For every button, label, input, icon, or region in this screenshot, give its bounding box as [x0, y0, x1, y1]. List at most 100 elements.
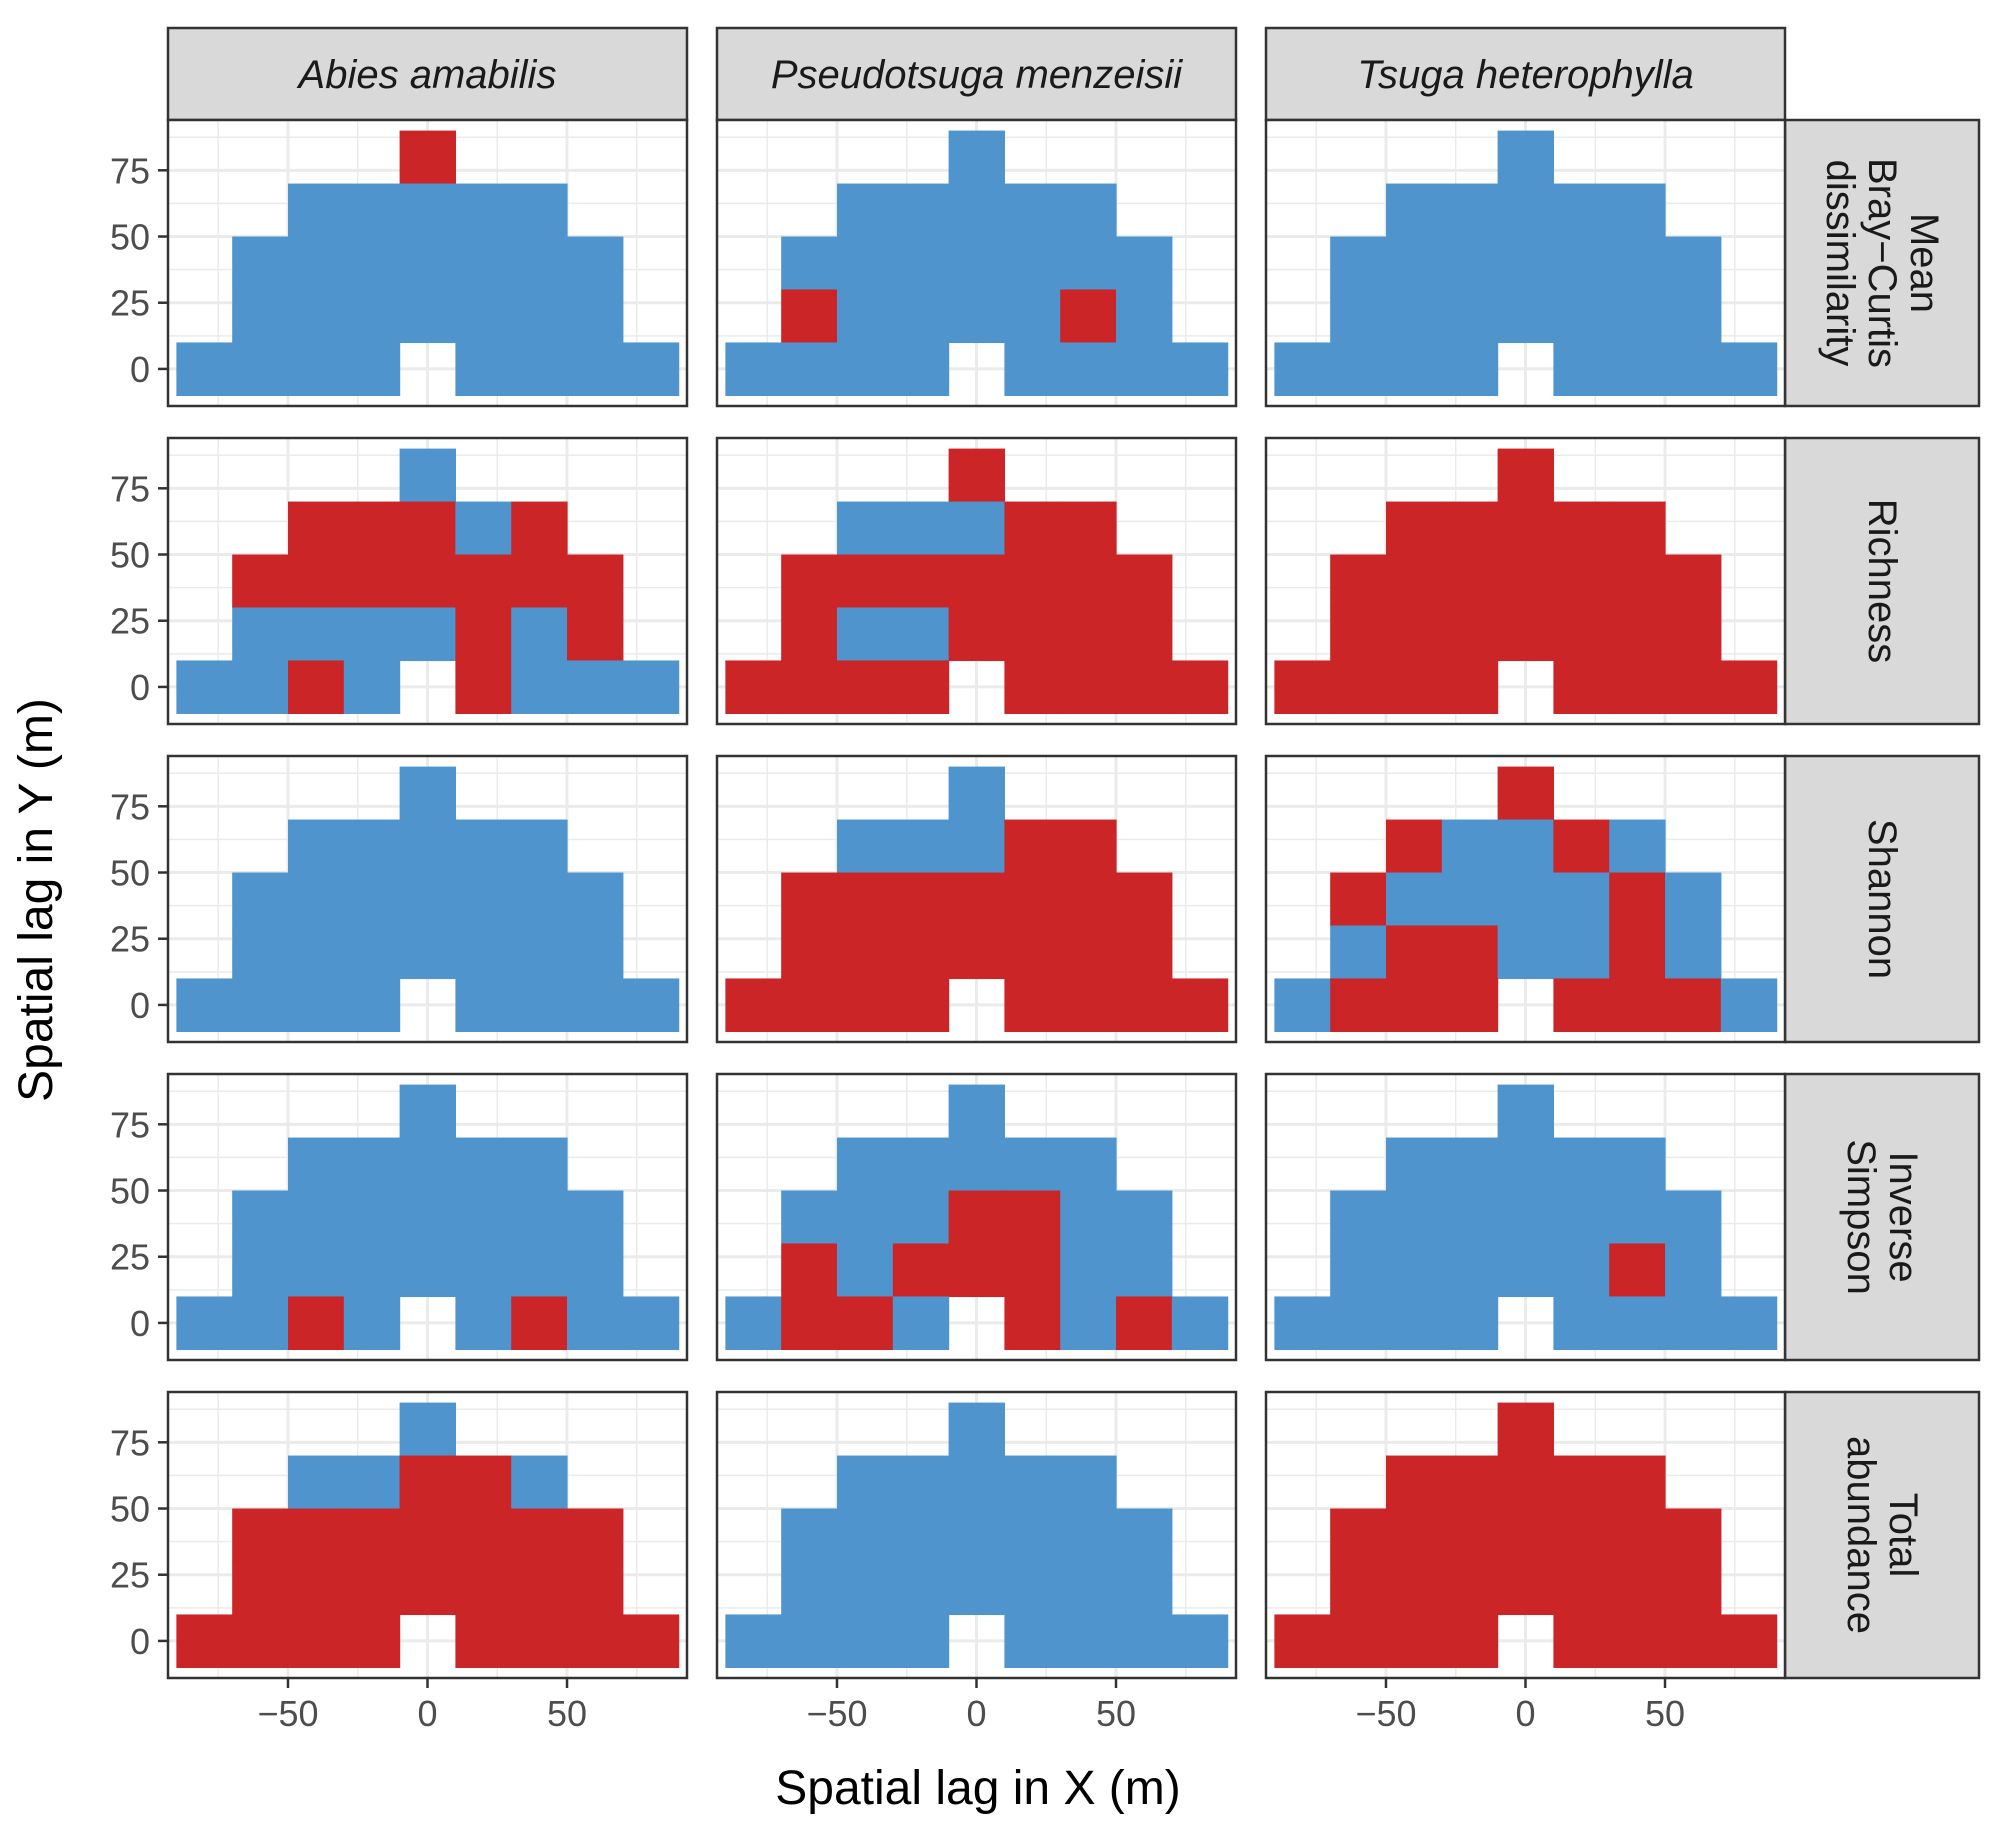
heatmap-cell	[892, 978, 950, 1033]
panel-border	[166, 1072, 689, 1362]
heatmap-cell	[1385, 1296, 1443, 1351]
heatmap-cell	[1441, 1243, 1499, 1298]
heatmap-cell	[1609, 183, 1666, 238]
heatmap-cell	[725, 1614, 782, 1669]
heatmap-cell	[1609, 660, 1666, 715]
panel	[166, 1072, 689, 1362]
heatmap-cell	[567, 1614, 624, 1669]
heatmap-cell	[948, 1455, 1006, 1510]
heatmap-cell	[892, 1243, 950, 1298]
heatmap-cell	[1385, 925, 1443, 980]
heatmap-cell	[511, 607, 568, 662]
heatmap-cell	[455, 236, 512, 291]
heatmap-cell	[399, 183, 457, 238]
heatmap-cell	[725, 342, 782, 397]
heatmap-cell	[948, 554, 1006, 609]
heatmap-cell	[232, 289, 289, 344]
heatmap-cell	[232, 554, 289, 609]
heatmap-cell	[1609, 1137, 1666, 1192]
heatmap-cell	[892, 1137, 950, 1192]
heatmap-cell	[948, 130, 1006, 185]
heatmap-cell	[1720, 660, 1778, 715]
heatmap-cell	[343, 1243, 401, 1298]
heatmap-cell	[836, 501, 894, 556]
heatmap-cell	[1441, 342, 1499, 397]
heatmap-cell	[567, 1243, 624, 1298]
heatmap-cell	[1553, 1296, 1610, 1351]
heatmap-cell	[399, 819, 457, 874]
column-strips: Abies amabilis Pseudotsuga menzeisii Tsuga…	[166, 26, 1787, 122]
y-tick-label: 75	[110, 1104, 150, 1145]
heatmap-cell	[1116, 1561, 1173, 1616]
heatmap-cell	[948, 1402, 1006, 1457]
heatmap-cell	[1116, 1508, 1173, 1563]
heatmap-cell	[343, 1561, 401, 1616]
column-strip-label: Abies amabilis	[297, 53, 557, 97]
heatmap-cell	[1060, 236, 1117, 291]
heatmap-cell	[892, 1455, 950, 1510]
heatmap-cell	[1441, 289, 1499, 344]
heatmap-cell	[836, 236, 894, 291]
heatmap-cell	[948, 872, 1006, 927]
heatmap-cell	[1441, 183, 1499, 238]
heatmap-cell	[1665, 236, 1722, 291]
y-tick-label: 75	[110, 150, 150, 191]
panel-border	[715, 118, 1238, 408]
heatmap-cell	[622, 342, 680, 397]
heatmap-cell	[455, 660, 512, 715]
heatmap-cell	[455, 289, 512, 344]
heatmap-cell	[836, 554, 894, 609]
heatmap-cell	[232, 1508, 289, 1563]
heatmap-cell	[399, 925, 457, 980]
heatmap-cell	[1004, 554, 1061, 609]
heatmap-cell	[399, 501, 457, 556]
heatmap-cell	[511, 819, 568, 874]
heatmap-cell	[343, 1190, 401, 1245]
heatmap-cell	[892, 607, 950, 662]
heatmap-cell	[1609, 925, 1666, 980]
heatmap-cell	[343, 1455, 401, 1510]
heatmap-cell	[1665, 1508, 1722, 1563]
heatmap-cell	[1385, 872, 1443, 927]
y-tick-label: 25	[110, 919, 150, 960]
heatmap-cell	[343, 660, 401, 715]
heatmap-cell	[1497, 819, 1555, 874]
x-tick-label: 50	[547, 1693, 587, 1734]
heatmap-cell	[567, 1190, 624, 1245]
heatmap-cell	[781, 1614, 838, 1669]
heatmap-cell	[399, 1190, 457, 1245]
heatmap-cell	[1497, 501, 1555, 556]
heatmap-cell	[1004, 1508, 1061, 1563]
heatmap-cell	[455, 819, 512, 874]
heatmap-cell	[1060, 607, 1117, 662]
heatmap-cell	[1330, 342, 1387, 397]
heatmap-cell	[948, 607, 1006, 662]
heatmap-cell	[1004, 501, 1061, 556]
heatmap-cell	[1060, 501, 1117, 556]
heatmap-cell	[1116, 872, 1173, 927]
heatmap-cell	[836, 819, 894, 874]
heatmap-cell	[1609, 342, 1666, 397]
panel	[166, 436, 689, 726]
heatmap-cell	[892, 872, 950, 927]
heatmap-cell	[1497, 130, 1555, 185]
heatmap-cell	[455, 501, 512, 556]
heatmap-cell	[455, 1190, 512, 1245]
row-strip-label: Richness	[1860, 499, 1904, 664]
heatmap-cell	[287, 1190, 345, 1245]
y-tick-label: 75	[110, 1422, 150, 1463]
heatmap-cell	[287, 1137, 345, 1192]
heatmap-cell	[948, 1561, 1006, 1616]
heatmap-cell	[1441, 1137, 1499, 1192]
heatmap-cell	[1553, 1561, 1610, 1616]
heatmap-cell	[1497, 448, 1555, 503]
heatmap-cell	[511, 978, 568, 1033]
heatmap-cell	[232, 607, 289, 662]
heatmap-cell	[232, 660, 289, 715]
heatmap-cell	[343, 872, 401, 927]
heatmap-cell	[1665, 1296, 1722, 1351]
heatmap-cell	[511, 1137, 568, 1192]
panel	[1264, 436, 1787, 726]
